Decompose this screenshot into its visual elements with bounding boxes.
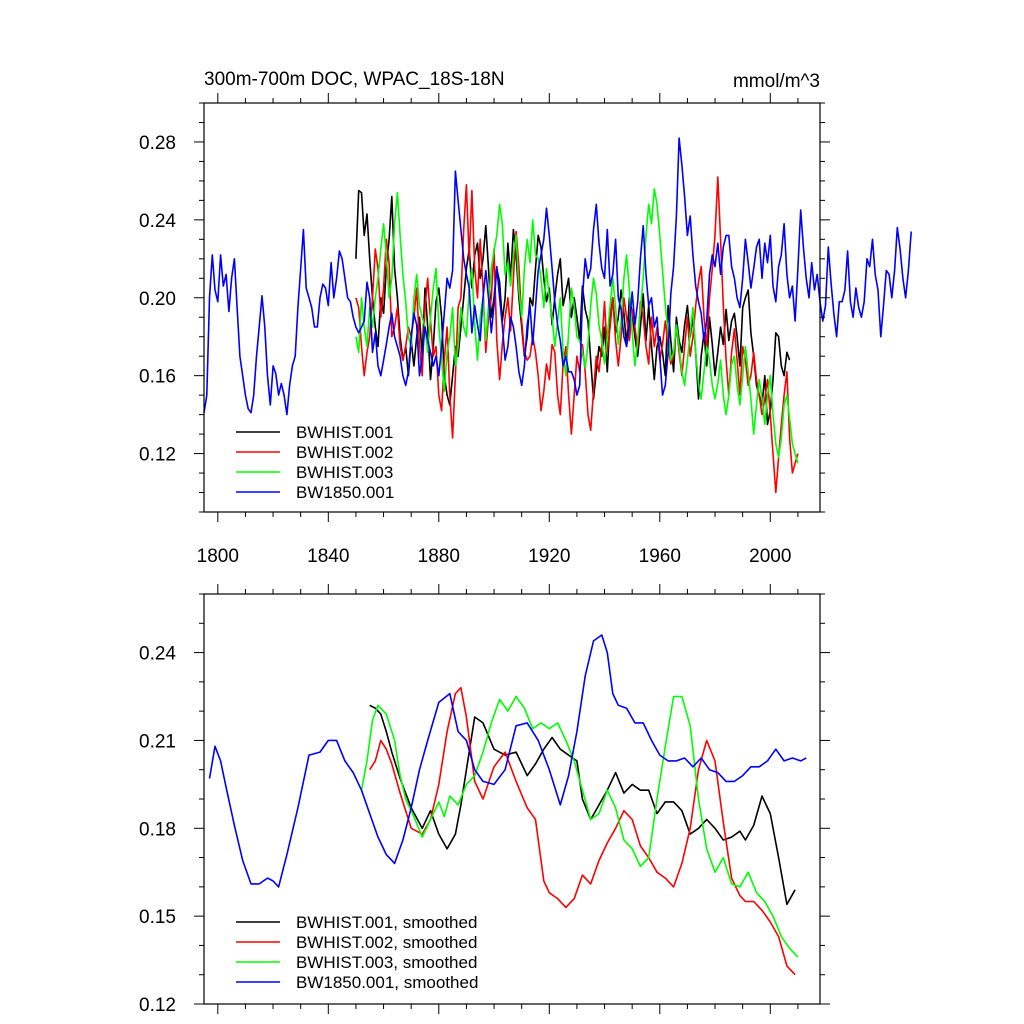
series-line-3: [355, 187, 799, 464]
y-tick-label: 0.24: [139, 644, 176, 665]
series-line-4: [208, 634, 807, 888]
top-title: 300m-700m DOC, WPAC_18S-18N: [204, 69, 505, 90]
y-tick-label: 0.12: [139, 445, 176, 466]
bottom-axis-ticks: 0.12 0.15 0.18 0.21 0.24: [139, 584, 830, 1016]
y-tick-label: 0.18: [139, 819, 176, 840]
y-tick-label: 0.28: [139, 133, 176, 154]
top-series-lines: [203, 137, 912, 494]
x-tick-label: 1880: [418, 546, 460, 567]
bottom-panel: 0.12 0.15 0.18 0.21 0.24 BWHIST.001, smoothe…: [139, 584, 830, 1016]
series-line-2: [355, 176, 799, 494]
top-plot-frame: [203, 102, 821, 513]
legend-label-4: BW1850.001, smoothed: [296, 973, 478, 992]
x-tick-label: 1840: [307, 546, 349, 567]
x-tick-label: 1920: [528, 546, 570, 567]
x-tick-label: 1960: [639, 546, 681, 567]
top-axis-ticks: 1800 1840 1880 1920 1960 2000 0.12 0.16 0.20 0.24…: [139, 93, 830, 567]
series-line-1: [355, 189, 791, 426]
y-tick-label: 0.20: [139, 289, 176, 310]
y-tick-label: 0.24: [139, 211, 176, 232]
top-panel: 300m-700m DOC, WPAC_18S-18N mmol/m^3 180…: [139, 69, 912, 567]
legend-label-1: BWHIST.001, smoothed: [296, 913, 477, 932]
legend-label-3: BWHIST.003: [296, 463, 393, 482]
legend-label-2: BWHIST.002, smoothed: [296, 933, 477, 952]
legend-label-3: BWHIST.003, smoothed: [296, 953, 477, 972]
y-tick-label: 0.16: [139, 367, 176, 388]
legend-label-1: BWHIST.001: [296, 423, 393, 442]
top-units: mmol/m^3: [733, 71, 820, 92]
y-tick-label: 0.12: [139, 995, 176, 1016]
series-line-3: [360, 695, 799, 958]
bottom-series-lines: [208, 634, 807, 976]
y-tick-label: 0.21: [139, 731, 176, 752]
legend-label-2: BWHIST.002: [296, 443, 393, 462]
x-tick-label: 2000: [749, 546, 791, 567]
x-tick-label: 1800: [197, 546, 239, 567]
y-tick-label: 0.15: [139, 907, 176, 928]
legend-label-4: BW1850.001: [296, 483, 394, 502]
series-line-2: [369, 686, 796, 976]
series-line-4: [203, 137, 912, 416]
